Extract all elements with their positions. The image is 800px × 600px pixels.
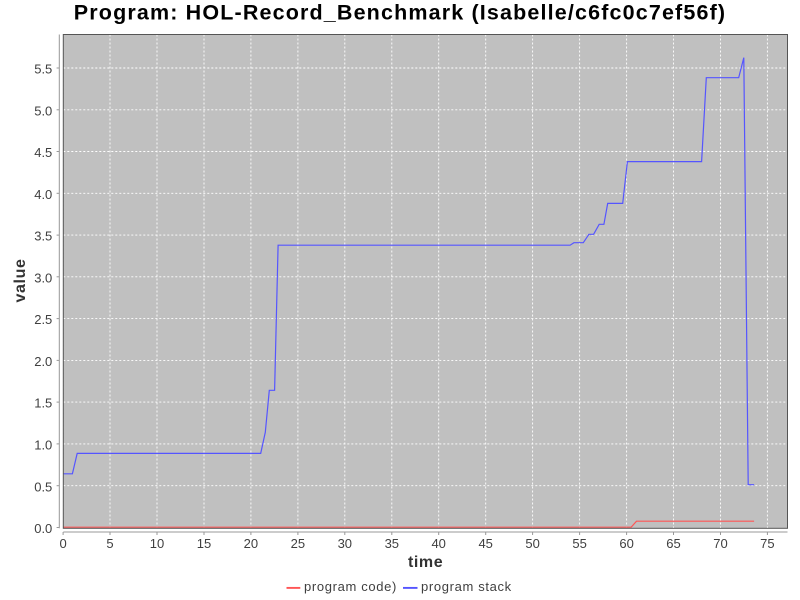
svg-text:3.5: 3.5 xyxy=(34,229,52,244)
svg-text:20: 20 xyxy=(244,536,258,551)
svg-text:1.5: 1.5 xyxy=(34,396,52,411)
svg-text:40: 40 xyxy=(431,536,445,551)
svg-text:30: 30 xyxy=(338,536,352,551)
svg-text:75: 75 xyxy=(760,536,774,551)
svg-text:program code): program code) xyxy=(304,579,397,594)
svg-text:5.0: 5.0 xyxy=(34,103,52,118)
svg-text:3.0: 3.0 xyxy=(34,270,52,285)
svg-text:35: 35 xyxy=(385,536,399,551)
svg-text:10: 10 xyxy=(150,536,164,551)
svg-text:60: 60 xyxy=(619,536,633,551)
svg-text:Program: HOL-Record_Benchmark: Program: HOL-Record_Benchmark (Isabelle/… xyxy=(74,1,726,25)
svg-text:65: 65 xyxy=(666,536,680,551)
svg-text:2.5: 2.5 xyxy=(34,312,52,327)
svg-text:45: 45 xyxy=(478,536,492,551)
svg-text:time: time xyxy=(408,554,443,571)
svg-text:2.0: 2.0 xyxy=(34,354,52,369)
svg-text:25: 25 xyxy=(291,536,305,551)
svg-text:value: value xyxy=(12,259,29,303)
svg-text:70: 70 xyxy=(713,536,727,551)
svg-text:50: 50 xyxy=(525,536,539,551)
svg-text:program stack: program stack xyxy=(421,579,512,594)
svg-text:4.5: 4.5 xyxy=(34,145,52,160)
svg-text:4.0: 4.0 xyxy=(34,187,52,202)
svg-text:15: 15 xyxy=(197,536,211,551)
svg-text:55: 55 xyxy=(572,536,586,551)
svg-text:0: 0 xyxy=(59,536,66,551)
svg-text:0.0: 0.0 xyxy=(34,521,52,536)
svg-text:5: 5 xyxy=(106,536,113,551)
svg-text:0.5: 0.5 xyxy=(34,479,52,494)
svg-text:5.5: 5.5 xyxy=(34,62,52,77)
svg-text:1.0: 1.0 xyxy=(34,438,52,453)
